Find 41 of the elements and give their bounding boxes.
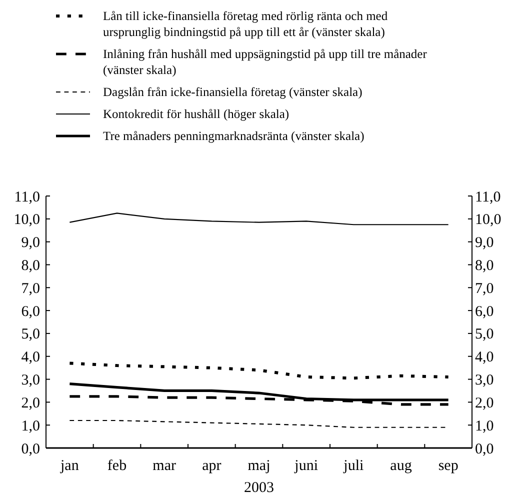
legend-label: Dagslån från icke-finansiella företag (vänster skala) (103, 85, 362, 99)
x-tick-label: maj (248, 458, 270, 474)
y-tick-label: 8,0 (21, 258, 40, 274)
y-tick-label: 0,0 (21, 441, 40, 458)
y2-tick-label: 1,0 (475, 418, 494, 434)
x-tick-label: apr (202, 458, 222, 474)
y2-tick-label: 11,0 (475, 189, 501, 206)
legend-label: Kontokredit för hushåll (höger skala) (103, 107, 290, 121)
x-tick-label: aug (390, 458, 412, 474)
y2-tick-label: 3,0 (475, 372, 494, 389)
y2-tick-label: 5,0 (475, 326, 494, 343)
x-tick-label: juli (342, 458, 364, 474)
legend-label: Inlåning från hushåll med uppsägningstid på upp till tre månader (vänster skala) (103, 47, 428, 77)
y2-tick-label: 7,0 (475, 280, 494, 297)
y2-tick-label: 10,0 (475, 212, 502, 228)
x-tick-label: sep (438, 458, 458, 474)
y-tick-label: 2,0 (21, 395, 40, 412)
y2-tick-label: 2,0 (475, 395, 494, 412)
x-tick-label: juni (294, 458, 318, 474)
legend-label: Tre månaders penningmarknadsränta (vänster skala) (103, 129, 364, 143)
line-series (69, 212, 449, 226)
y-tick-label: 3,0 (21, 372, 40, 389)
x-tick-label: mar (152, 458, 176, 474)
y-tick-label: 7,0 (21, 280, 40, 297)
y-tick-label: 1,0 (21, 418, 40, 434)
legend-label: Lån till icke-finansiella företag med rörlig ränta och med ursprunglig bindningstid på upp till ett år (vänster skala) (103, 9, 388, 39)
y-tick-label: 6,0 (21, 304, 40, 320)
y-tick-label: 11,0 (14, 189, 40, 206)
y-tick-label: 9,0 (21, 235, 40, 252)
y2-tick-label: 6,0 (475, 304, 494, 320)
y2-tick-label: 8,0 (475, 258, 494, 274)
x-axis-title: 2003 (244, 480, 274, 496)
y2-tick-label: 0,0 (475, 441, 494, 458)
line-series (68, 362, 450, 380)
x-tick-label: feb (107, 458, 127, 474)
y-tick-label: 4,0 (21, 350, 40, 366)
y-tick-label: 10,0 (14, 212, 40, 228)
y-tick-label: 5,0 (21, 326, 40, 343)
y2-tick-label: 9,0 (475, 235, 494, 252)
y2-tick-label: 4,0 (475, 350, 494, 366)
x-tick-label: jan (60, 458, 80, 474)
